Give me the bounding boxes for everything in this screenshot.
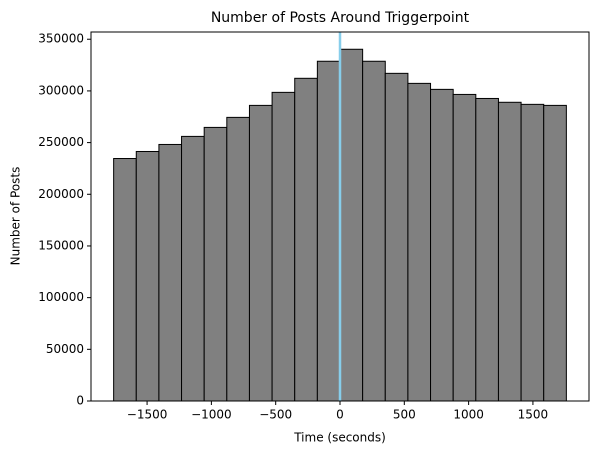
bar [520, 103, 545, 402]
y-tick-label: 0 [76, 394, 84, 408]
bar [339, 48, 364, 402]
x-tick-label: 0 [336, 408, 344, 422]
y-tick-label: 350000 [38, 32, 84, 46]
bar [497, 101, 522, 402]
bar [294, 77, 318, 402]
y-axis-label: Number of Posts [9, 167, 23, 266]
bar [226, 116, 250, 402]
bar [271, 91, 296, 402]
y-tick-label: 300000 [38, 83, 84, 97]
x-tick-label: 1500 [518, 408, 549, 422]
bar [384, 72, 409, 402]
bar [362, 60, 386, 402]
bar [158, 143, 183, 402]
x-tick-label: −500 [259, 408, 292, 422]
x-axis-label: Time (seconds) [293, 431, 386, 445]
bar [407, 82, 432, 402]
y-tick-label: 200000 [38, 187, 84, 201]
y-tick-label: 100000 [38, 290, 84, 304]
x-tick-label: −1000 [191, 408, 232, 422]
bar [452, 93, 477, 402]
y-tick-label: 50000 [46, 342, 84, 356]
bar [113, 158, 137, 402]
bar [430, 88, 454, 402]
bar [543, 104, 567, 402]
bar [248, 104, 273, 402]
bar [316, 60, 341, 402]
y-tick-label: 150000 [38, 238, 84, 252]
bar [135, 150, 160, 402]
x-tick-label: 1000 [453, 408, 484, 422]
chart-title: Number of Posts Around Triggerpoint [211, 10, 470, 26]
x-tick-label: −1500 [127, 408, 168, 422]
bar [181, 135, 205, 402]
x-tick-label: 500 [393, 408, 416, 422]
y-tick-label: 250000 [38, 135, 84, 149]
bar [475, 97, 499, 402]
bar [203, 126, 228, 402]
